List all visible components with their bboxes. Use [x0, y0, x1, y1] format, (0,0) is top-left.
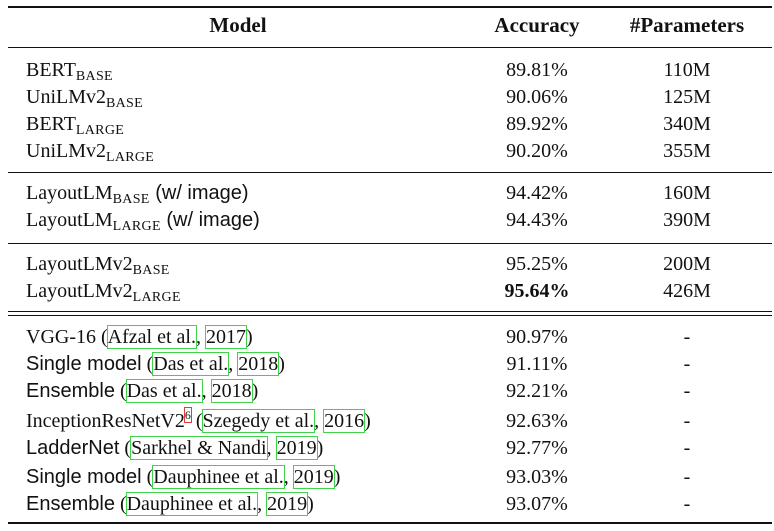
accuracy-value: 90.06%: [506, 86, 568, 108]
citation-year-link[interactable]: 2019: [275, 436, 318, 460]
model-name: UniLMv2: [26, 86, 106, 108]
model-name: LadderNet: [26, 437, 120, 459]
footnote-link[interactable]: 6: [183, 407, 192, 423]
header-params: #Parameters: [629, 13, 745, 37]
top-rule: [8, 6, 772, 8]
table-row: LayoutLMBASE (w/ image) 94.42% 160M: [0, 180, 774, 207]
header-model: Model: [209, 13, 267, 37]
accuracy-value: 92.77%: [506, 437, 568, 459]
model-name: VGG-16: [26, 326, 96, 348]
params-value: 160M: [663, 182, 711, 204]
model-name: LayoutLMv2: [26, 253, 133, 275]
header-accuracy: Accuracy: [494, 13, 580, 37]
table-row: Single model (Dauphinee et al., 2019) 93…: [0, 464, 774, 490]
table-row: UniLMv2LARGE 90.20% 355M: [0, 138, 774, 165]
citation-link[interactable]: Das et al.: [152, 352, 230, 376]
model-size: BASE: [132, 263, 170, 278]
params-value: 355M: [663, 140, 711, 162]
model-name: BERT: [26, 113, 76, 135]
citation-year-link[interactable]: 2016: [323, 409, 366, 433]
model-name: LayoutLMv2: [26, 280, 133, 302]
header-rule: [8, 47, 772, 48]
accuracy-value: 89.81%: [506, 59, 568, 81]
accuracy-value: 90.97%: [506, 326, 568, 348]
citation-year-link[interactable]: 2018: [237, 352, 280, 376]
params-value: 340M: [663, 113, 711, 135]
params-value: -: [683, 493, 691, 515]
table-row: UniLMv2BASE 90.06% 125M: [0, 84, 774, 111]
model-size: LARGE: [132, 290, 181, 305]
params-value: 125M: [663, 86, 711, 108]
table-row: LayoutLMv2LARGE 95.64% 426M: [0, 278, 774, 305]
accuracy-value: 91.11%: [506, 353, 568, 375]
citation-link[interactable]: Das et al.: [125, 379, 203, 403]
model-suffix: (w/ image): [149, 182, 249, 204]
params-value: -: [683, 410, 691, 432]
params-value: 110M: [663, 59, 711, 81]
citation-link[interactable]: Afzal et al.: [106, 325, 197, 349]
model-name: Ensemble: [26, 493, 115, 515]
model-name: LayoutLM: [26, 182, 113, 204]
header-row: Model Accuracy #Parameters: [0, 12, 774, 38]
table-row: LadderNet (Sarkhel & Nandi, 2019) 92.77%…: [0, 435, 774, 461]
model-size: BASE: [106, 96, 143, 111]
group-rule-1: [8, 172, 772, 173]
params-value: 200M: [663, 253, 711, 275]
model-name: Ensemble: [26, 380, 115, 402]
params-value: -: [683, 437, 691, 459]
accuracy-value: 92.63%: [506, 410, 568, 432]
table-row: VGG-16 (Afzal et al., 2017) 90.97% -: [0, 324, 774, 350]
model-name: Single model: [26, 466, 142, 488]
citation-year-link[interactable]: 2019: [292, 465, 335, 489]
citation-link[interactable]: Dauphinee et al.: [125, 492, 259, 516]
citation-year-link[interactable]: 2018: [210, 379, 253, 403]
model-size: BASE: [112, 192, 150, 207]
group-rule-3b: [8, 315, 772, 316]
params-value: -: [683, 326, 691, 348]
table-row: BERTBASE 89.81% 110M: [0, 57, 774, 84]
model-suffix: (w/ image): [160, 209, 260, 231]
citation-year-link[interactable]: 2017: [204, 325, 247, 349]
accuracy-value-best: 95.64%: [504, 280, 570, 302]
model-name: Single model: [26, 353, 142, 375]
table-row: Single model (Das et al., 2018) 91.11% -: [0, 351, 774, 377]
accuracy-value: 92.21%: [506, 380, 568, 402]
accuracy-value: 94.42%: [506, 182, 568, 204]
model-name: LayoutLM: [26, 209, 113, 231]
bottom-rule: [8, 522, 772, 524]
model-size: LARGE: [75, 123, 125, 138]
model-name: UniLMv2: [26, 140, 106, 162]
params-value: -: [683, 466, 691, 488]
table-row: LayoutLMLARGE (w/ image) 94.43% 390M: [0, 207, 774, 234]
group-rule-2: [8, 243, 772, 244]
model-name: BERT: [26, 59, 76, 81]
table-row: BERTLARGE 89.92% 340M: [0, 111, 774, 138]
accuracy-value: 90.20%: [506, 140, 568, 162]
table-row: InceptionResNetV26 (Szegedy et al., 2016…: [0, 407, 774, 434]
model-name: InceptionResNetV2: [26, 410, 185, 432]
citation-link[interactable]: Szegedy et al.: [201, 409, 316, 433]
citation-year-link[interactable]: 2019: [266, 492, 309, 516]
params-value: 390M: [663, 209, 711, 231]
citation-link[interactable]: Dauphinee et al.: [152, 465, 285, 489]
model-size: LARGE: [106, 150, 155, 165]
model-size: BASE: [75, 69, 113, 84]
table-row: Ensemble (Dauphinee et al., 2019) 93.07%…: [0, 491, 774, 517]
accuracy-value: 95.25%: [506, 253, 568, 275]
group-rule-3a: [8, 311, 772, 312]
table-row: LayoutLMv2BASE 95.25% 200M: [0, 251, 774, 278]
params-value: -: [683, 380, 691, 402]
accuracy-value: 93.03%: [506, 466, 568, 488]
table-row: Ensemble (Das et al., 2018) 92.21% -: [0, 378, 774, 404]
accuracy-value: 89.92%: [506, 113, 568, 135]
params-value: -: [683, 353, 691, 375]
model-size: LARGE: [112, 219, 161, 234]
citation-link[interactable]: Sarkhel & Nandi: [130, 436, 268, 460]
accuracy-value: 93.07%: [506, 493, 568, 515]
params-value: 426M: [663, 280, 711, 302]
accuracy-value: 94.43%: [506, 209, 568, 231]
